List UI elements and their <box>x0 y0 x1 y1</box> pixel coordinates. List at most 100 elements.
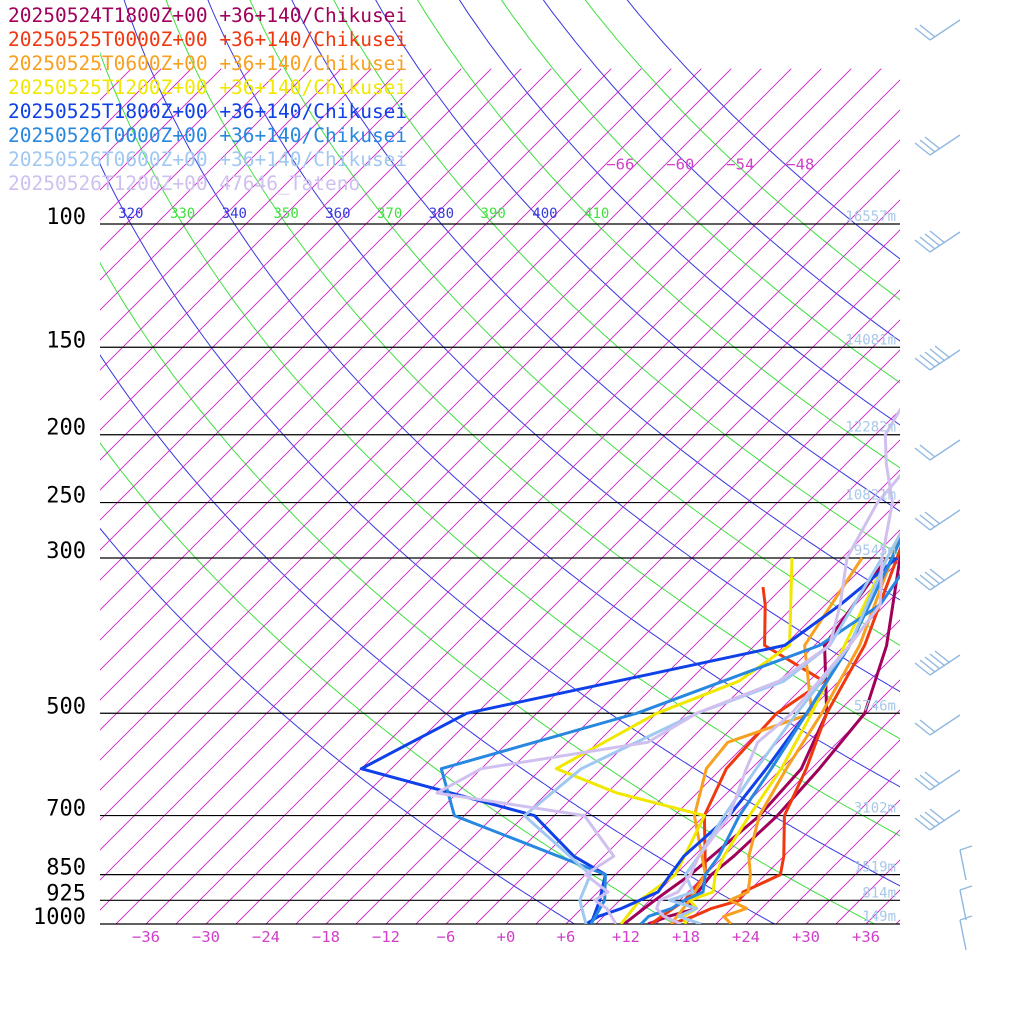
top-isotherm-label: −66 <box>606 156 634 174</box>
isotherm-line <box>926 69 1024 924</box>
isotherm-line <box>100 68 492 461</box>
theta-label: 330 <box>170 206 195 222</box>
isotherm-line <box>100 68 372 341</box>
isotherm-line <box>265 289 900 924</box>
isotherm-line <box>100 68 192 161</box>
isotherm-line <box>535 559 900 924</box>
isotherm-line <box>205 229 900 924</box>
theta-label: 380 <box>429 206 454 222</box>
isotherm-line <box>355 379 900 924</box>
theta-line-390 <box>333 0 900 556</box>
isotherm-line <box>295 319 900 924</box>
height-label-300: 9545m <box>854 543 896 559</box>
theta-line-310 <box>100 261 876 924</box>
legend-item-8: 20250526T1200Z+00 47646_Tateno <box>8 172 361 195</box>
wind-barb <box>914 439 961 461</box>
height-label-850: 1519m <box>854 860 896 876</box>
isotherm-line <box>100 68 852 821</box>
legend-item-5: 20250525T1800Z+00 +36+140/Chikusei <box>8 100 408 123</box>
x-tick-label: +6 <box>557 928 576 946</box>
x-tick-label: −18 <box>312 928 340 946</box>
height-label-500: 5746m <box>854 698 896 714</box>
isotherm-line <box>0 69 41 924</box>
x-tick-label: −24 <box>252 928 280 946</box>
theta-line-420 <box>458 0 900 426</box>
x-tick-label: +18 <box>672 928 700 946</box>
theta-line-440 <box>542 0 900 342</box>
isotherm-line <box>745 769 900 924</box>
pressure-label-100: 100 <box>46 205 86 230</box>
theta-label: 370 <box>377 206 402 222</box>
x-tick-label: +12 <box>612 928 640 946</box>
pressure-label-300: 300 <box>46 539 86 564</box>
pressure-label-250: 250 <box>46 484 86 509</box>
isotherm-line <box>100 109 900 911</box>
isotherm-line <box>100 68 462 431</box>
height-label-700: 3102m <box>854 801 896 817</box>
theta-line-320 <box>100 162 900 887</box>
x-tick-label: +0 <box>497 928 516 946</box>
isotherm-line <box>956 69 1024 924</box>
x-tick-label: −6 <box>437 928 456 946</box>
isotherm-line <box>715 739 900 924</box>
isotherm-line <box>325 349 900 924</box>
wind-barb <box>914 509 961 531</box>
wind-barb <box>914 230 961 253</box>
top-isotherm-label: −54 <box>726 156 754 174</box>
isotherm-line <box>655 679 900 924</box>
top-isotherm-label: −48 <box>786 156 814 174</box>
x-tick-label: +30 <box>792 928 820 946</box>
isotherm-line <box>100 68 582 551</box>
x-tick-label: −30 <box>192 928 220 946</box>
wind-barb <box>914 19 961 41</box>
top-isotherm-label: −60 <box>666 156 694 174</box>
pressure-label-925: 925 <box>46 881 86 906</box>
legend: 20250524T1800Z+00 +36+140/Chikusei 20250… <box>8 4 407 196</box>
series-5-temperature-line <box>585 536 900 924</box>
isotherm-line <box>100 68 252 221</box>
sounding-series <box>359 407 900 924</box>
isotherm-line <box>100 68 432 401</box>
isotherm-line <box>100 68 762 731</box>
x-tick-label: +36 <box>852 928 880 946</box>
isotherm-line <box>100 79 900 881</box>
theta-line-400 <box>375 0 900 512</box>
theta-label: 390 <box>481 206 506 222</box>
x-tick-label: −36 <box>132 928 160 946</box>
isotherm-line <box>1016 69 1024 924</box>
legend-item-2: 20250525T0000Z+00 +36+140/Chikusei <box>8 28 408 51</box>
isotherm-line <box>805 829 900 924</box>
pressure-label-1000: 1000 <box>33 905 86 930</box>
height-label-1000: 149m <box>862 909 896 925</box>
pressure-label-200: 200 <box>46 416 86 441</box>
isotherm-line <box>895 919 900 924</box>
legend-item-7: 20250526T0600Z+00 +36+140/Chikusei <box>8 148 408 171</box>
isotherm-line <box>100 68 552 521</box>
series-7-temperature-line <box>668 531 900 924</box>
legend-item-3: 20250525T0600Z+00 +36+140/Chikusei <box>8 52 408 75</box>
pressure-label-150: 150 <box>46 328 86 353</box>
isotherm-line <box>100 68 612 581</box>
wind-barb <box>959 885 973 921</box>
wind-barb <box>914 769 961 791</box>
height-label-200: 12282m <box>845 420 896 436</box>
isotherm-line <box>100 68 792 761</box>
theta-line-410 <box>417 0 900 469</box>
theta-label: 350 <box>273 206 298 222</box>
isotherm-line <box>235 259 900 924</box>
series-8-dewpoint-line <box>435 473 900 924</box>
isotherm-line <box>100 68 882 851</box>
isotherm-line <box>475 499 900 924</box>
isotherm-line <box>145 169 900 924</box>
pressure-label-850: 850 <box>46 856 86 881</box>
isotherm-line <box>100 68 312 281</box>
wind-barb <box>914 568 961 591</box>
theta-label: 400 <box>532 206 557 222</box>
wind-barb <box>914 345 961 371</box>
wind-barb <box>959 845 973 881</box>
isotherm-line <box>0 69 11 924</box>
series-4-dewpoint-line <box>554 557 794 924</box>
wind-barb <box>914 650 961 676</box>
isobar-lines <box>100 223 900 925</box>
height-label-100: 16557m <box>845 209 896 225</box>
